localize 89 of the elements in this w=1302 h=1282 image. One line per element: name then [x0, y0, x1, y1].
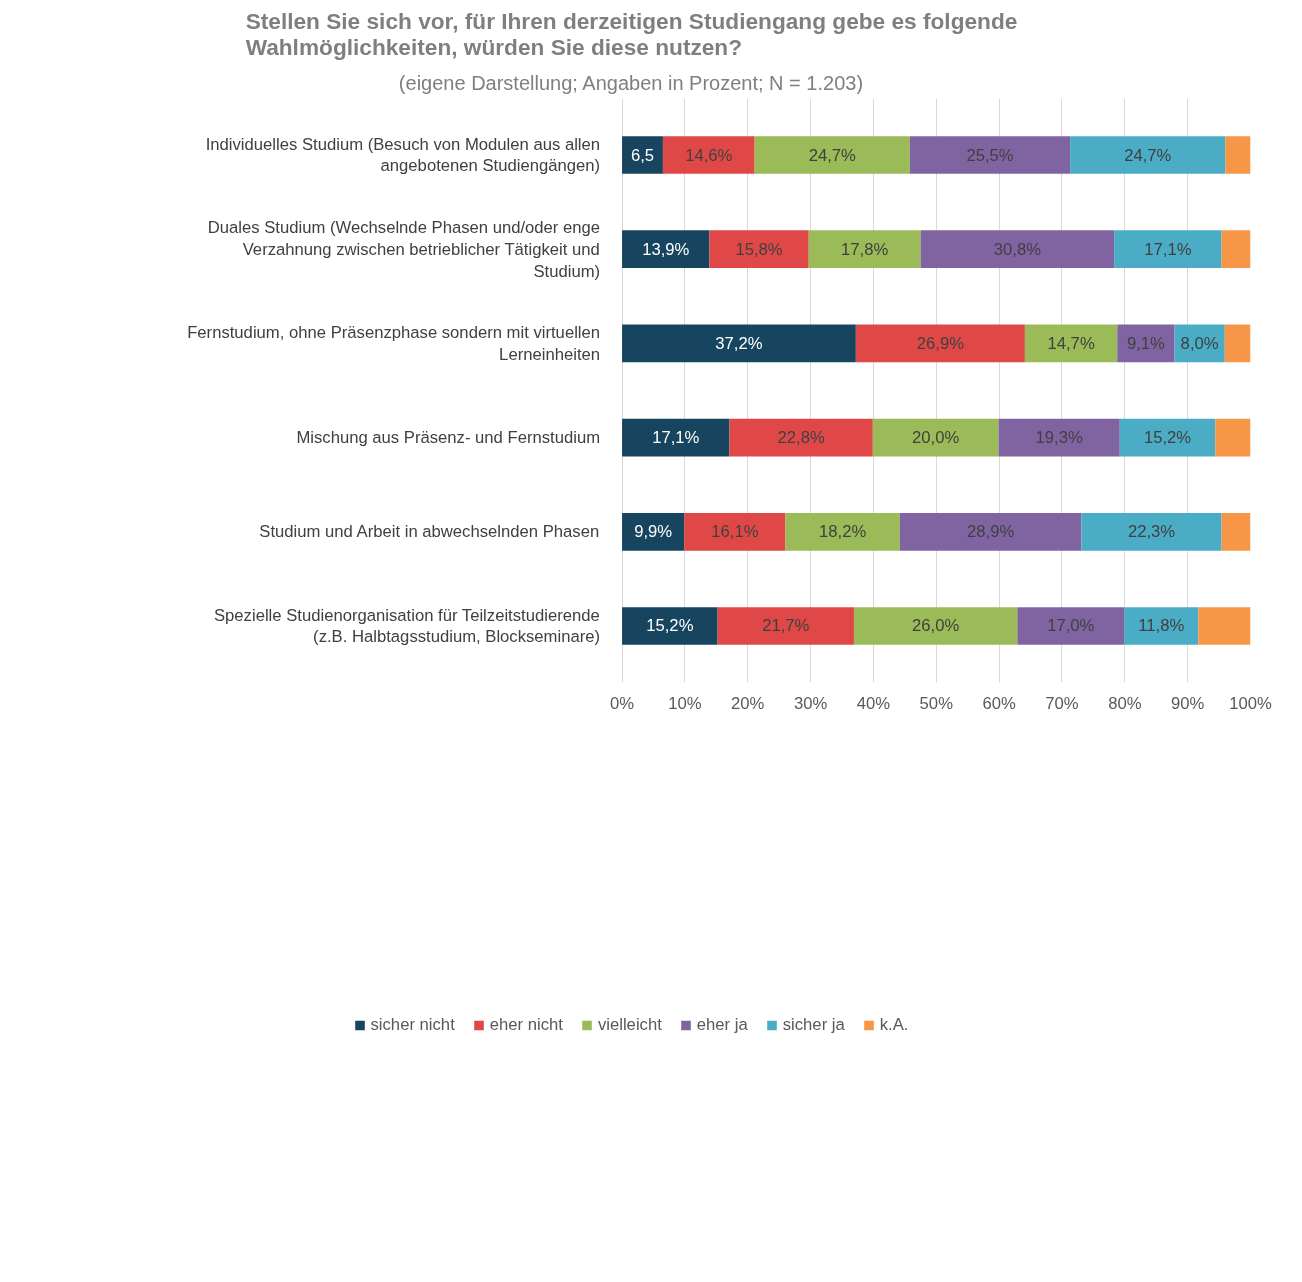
bar [1124, 607, 1199, 645]
chart-subtitle: (eigene Darstellung; Angaben in Prozent; N = 1.203) [398, 71, 864, 94]
bar [622, 324, 856, 363]
bar [785, 512, 900, 551]
data-label: 17,1% [1144, 239, 1192, 259]
x-tick-label: 90% [1170, 693, 1205, 713]
data-label: 28,9% [967, 522, 1015, 542]
bar [622, 136, 663, 174]
data-label: 18,2% [819, 522, 867, 542]
data-label: 30,8% [993, 239, 1042, 259]
bar [909, 136, 1071, 174]
data-label: 6,5 [630, 146, 655, 166]
data-label: 15,2% [1143, 428, 1192, 448]
bar [729, 418, 873, 457]
data-label: 20,0% [912, 428, 960, 448]
bar [899, 512, 1082, 551]
data-label: 17,0% [1047, 616, 1095, 636]
bar [1225, 136, 1251, 174]
data-label: 37,2% [715, 333, 763, 353]
bar [872, 418, 999, 457]
bar [1119, 418, 1216, 457]
data-label: 14,6% [685, 145, 733, 165]
bar [808, 230, 921, 269]
data-label: 13,9% [642, 239, 690, 259]
legend-label: k.A. [879, 1015, 909, 1035]
data-label: 26,0% [912, 616, 960, 636]
y-tick-label: Spezielle Studienorganisation für Teilzeitstudierende (z.B. Halbtagsstudium, Blockseminare) [213, 605, 601, 647]
bar [1224, 324, 1251, 363]
legend-label: eher nicht [489, 1015, 563, 1035]
data-label: 9,9% [634, 522, 673, 542]
data-label: 19,3% [1035, 428, 1083, 448]
y-tick-label: Mischung aus Präsenz- und Fernstudium [296, 428, 601, 448]
bar [1017, 607, 1125, 645]
y-tick-label: Studium und Arbeit in abwechselnden Phasen [259, 522, 600, 542]
legend-label: sicher nicht [370, 1015, 455, 1035]
bar [622, 607, 718, 645]
data-label: 8,0% [1180, 333, 1219, 353]
data-label: 24,7% [808, 145, 857, 165]
bar [717, 607, 854, 645]
data-label: 26,9% [916, 333, 965, 353]
bar [622, 512, 685, 551]
data-label: 24,7% [1124, 145, 1172, 165]
bar [1024, 324, 1118, 363]
bar [853, 607, 1018, 645]
legend-label: eher ja [696, 1015, 748, 1035]
data-label: 15,2% [646, 616, 694, 636]
y-tick-label: Duales Studium (Wechselnde Phasen und/oder enge Verzahnung zwischen betrieblicher Tätigkeit und Studium) [207, 217, 601, 281]
bar [1198, 607, 1251, 645]
x-tick-label: 70% [1045, 693, 1079, 713]
bar [1221, 230, 1251, 269]
bar [709, 230, 809, 269]
data-label: 21,7% [762, 616, 810, 636]
data-label: 22,8% [777, 428, 825, 448]
x-tick-label: 60% [982, 693, 1016, 713]
bar [1081, 512, 1222, 551]
bar [920, 230, 1115, 269]
data-label: 14,7% [1047, 333, 1095, 353]
x-tick-label: 10% [668, 693, 702, 713]
x-tick-label: 30% [793, 693, 828, 713]
bar [1114, 230, 1222, 269]
bar [1070, 136, 1226, 174]
x-tick-label: 100% [1229, 693, 1272, 713]
x-tick-label: 20% [731, 693, 765, 713]
data-label: 11,8% [1138, 616, 1185, 636]
data-label: 16,1% [711, 522, 759, 542]
data-label: 25,5% [966, 145, 1014, 165]
y-tick-label: Fernstudium, ohne Präsenzphase sondern mit virtuellen Lerneinheiten [187, 322, 601, 364]
legend-label: vielleicht [597, 1015, 662, 1035]
x-tick-label: 40% [856, 693, 891, 713]
bar [1215, 418, 1251, 457]
data-label: 17,1% [652, 428, 700, 448]
data-label: 17,8% [841, 239, 889, 259]
x-tick-label: 0% [610, 693, 635, 713]
bar [855, 324, 1025, 363]
bar [622, 418, 730, 457]
x-tick-label: 80% [1108, 693, 1142, 713]
data-label: 22,3% [1127, 522, 1176, 542]
data-label: 15,8% [735, 239, 783, 259]
legend-label: sicher ja [782, 1015, 845, 1035]
bar [662, 136, 755, 174]
chart-title: Stellen Sie sich vor, für Ihren derzeitigen Studiengang gebe es folgende Wahlmöglichkeiten, würden Sie diese nutzen? [245, 7, 1018, 60]
x-tick-label: 50% [919, 693, 954, 713]
bar [998, 418, 1120, 457]
bar [684, 512, 786, 551]
bar [754, 136, 910, 174]
bar [1221, 512, 1251, 551]
bar [622, 230, 710, 269]
data-label: 9,1% [1126, 333, 1166, 353]
y-tick-label: Individuelles Studium (Besuch von Modulen aus allen angebotenen Studiengängen) [205, 134, 601, 176]
